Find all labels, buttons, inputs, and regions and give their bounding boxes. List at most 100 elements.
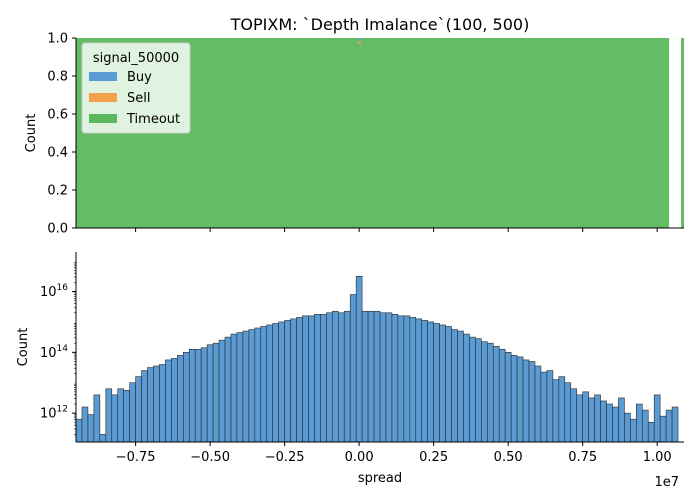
legend-label-buy: Buy — [127, 70, 152, 85]
histogram-bar-14 — [159, 364, 166, 443]
top-y-tick-label-4: 0.8 — [47, 70, 68, 85]
legend-swatch-sell — [89, 93, 117, 102]
bottom-x-tick-label-4: 0.25 — [419, 450, 448, 465]
histogram-bar-22 — [206, 344, 214, 443]
bottom-x-tick-label-1: −0.50 — [190, 450, 230, 465]
histogram-bar-63 — [451, 329, 458, 443]
histogram-bar-97 — [653, 394, 661, 443]
histogram-bar-0 — [75, 418, 83, 443]
bottom-x-tick-label-7: 1.00 — [643, 450, 672, 465]
bottom-x-tick-label-5: 0.50 — [494, 450, 523, 465]
histogram-bar-62 — [445, 326, 452, 443]
histogram-bar-26 — [230, 333, 238, 443]
histogram-bar-45 — [343, 310, 351, 443]
histogram-bar-43 — [332, 310, 339, 443]
histogram-bar-8 — [123, 390, 130, 443]
histogram-bar-11 — [141, 370, 148, 443]
histogram-bar-9 — [129, 382, 136, 443]
histogram-bar-1 — [81, 406, 89, 443]
histogram-bar-100 — [671, 406, 679, 443]
histogram-bar-46 — [349, 294, 357, 443]
histogram-bar-25 — [224, 336, 232, 443]
x-axis-label: spread — [358, 471, 402, 486]
top-bar-segment-timeout-1 — [681, 38, 684, 228]
histogram-bar-85 — [582, 391, 589, 443]
histogram-bar-12 — [147, 367, 154, 443]
top-y-tick-label-3: 0.6 — [47, 108, 68, 123]
histogram-bar-21 — [200, 347, 208, 443]
histogram-bar-31 — [260, 326, 268, 443]
histogram-bar-36 — [290, 318, 297, 443]
chart-title: TOPIXM: `Depth Imalance`(100, 500) — [230, 15, 530, 34]
histogram-bar-83 — [570, 388, 578, 443]
histogram-bar-32 — [266, 324, 274, 443]
histogram-bar-39 — [308, 315, 315, 443]
top-bar-segment-sell-3 — [358, 40, 361, 45]
bottom-y-ticks: 1012 1014 1016 — [40, 262, 76, 435]
histogram-bar-20 — [194, 348, 202, 443]
histogram-bar-4 — [99, 434, 107, 443]
top-y-tick-label-2: 0.4 — [47, 146, 68, 161]
histogram-bar-99 — [665, 409, 673, 443]
histogram-bar-23 — [212, 342, 220, 443]
histogram-bar-34 — [278, 321, 285, 443]
bottom-y-tick-label-0: 1012 — [40, 405, 68, 422]
histogram-bar-27 — [236, 332, 244, 443]
histogram-bar-80 — [552, 379, 560, 443]
histogram-bar-55 — [403, 315, 411, 443]
histogram-bar-96 — [647, 421, 655, 443]
legend-swatch-buy — [89, 72, 117, 81]
histogram-bar-87 — [594, 394, 601, 443]
histogram-bar-29 — [248, 329, 256, 443]
histogram-bar-56 — [409, 317, 417, 443]
bottom-y-axis-label: Count — [16, 328, 31, 367]
bottom-y-tick-label-2: 1016 — [40, 283, 68, 300]
histogram-bar-41 — [320, 314, 327, 443]
histogram-bar-35 — [284, 320, 291, 443]
histogram-bar-6 — [111, 394, 119, 443]
legend: signal_50000 Buy Sell Timeout — [81, 42, 191, 134]
histogram-bar-59 — [427, 321, 434, 443]
bottom-x-tick-label-3: 0.00 — [345, 450, 374, 465]
histogram-bar-89 — [606, 403, 613, 443]
histogram-bar-86 — [588, 397, 595, 443]
top-y-tick-label-5: 1.0 — [47, 32, 68, 47]
histogram-bar-70 — [492, 345, 500, 443]
histogram-bar-13 — [153, 365, 160, 443]
top-x-ticks — [135, 228, 658, 232]
bottom-x-tick-label-0: −0.75 — [116, 450, 156, 465]
histogram-bars — [75, 276, 679, 443]
histogram-bar-3 — [93, 394, 101, 443]
top-y-tick-label-1: 0.2 — [47, 184, 68, 199]
legend-box — [81, 42, 191, 134]
histogram-bar-38 — [302, 315, 309, 443]
histogram-bar-67 — [475, 338, 482, 443]
bottom-x-tick-label-2: −0.25 — [265, 450, 305, 465]
histogram-bar-81 — [558, 376, 566, 443]
histogram-bar-18 — [182, 352, 190, 443]
histogram-bar-75 — [522, 359, 530, 443]
histogram-bar-5 — [105, 388, 113, 443]
histogram-bar-94 — [636, 403, 643, 443]
histogram-bar-72 — [504, 352, 512, 443]
histogram-bar-79 — [546, 370, 554, 443]
histogram-bar-7 — [117, 388, 124, 443]
histogram-bar-2 — [87, 414, 95, 443]
legend-title: signal_50000 — [93, 51, 179, 66]
histogram-bar-44 — [337, 312, 345, 443]
histogram-bar-77 — [534, 365, 542, 443]
legend-swatch-timeout — [89, 114, 117, 123]
histogram-bar-69 — [486, 342, 494, 443]
histogram-bar-49 — [367, 310, 375, 443]
histogram-bar-24 — [218, 339, 226, 443]
histogram-bar-40 — [314, 314, 321, 443]
histogram-bar-82 — [564, 382, 572, 443]
histogram-bar-19 — [188, 348, 196, 443]
top-bar-segment-buy-2 — [358, 38, 361, 41]
histogram-bar-48 — [361, 310, 369, 443]
histogram-bar-90 — [612, 406, 619, 443]
histogram-bar-88 — [600, 400, 607, 443]
histogram-bar-57 — [415, 318, 423, 443]
histogram-bar-30 — [254, 327, 262, 443]
histogram-bar-98 — [659, 415, 667, 443]
